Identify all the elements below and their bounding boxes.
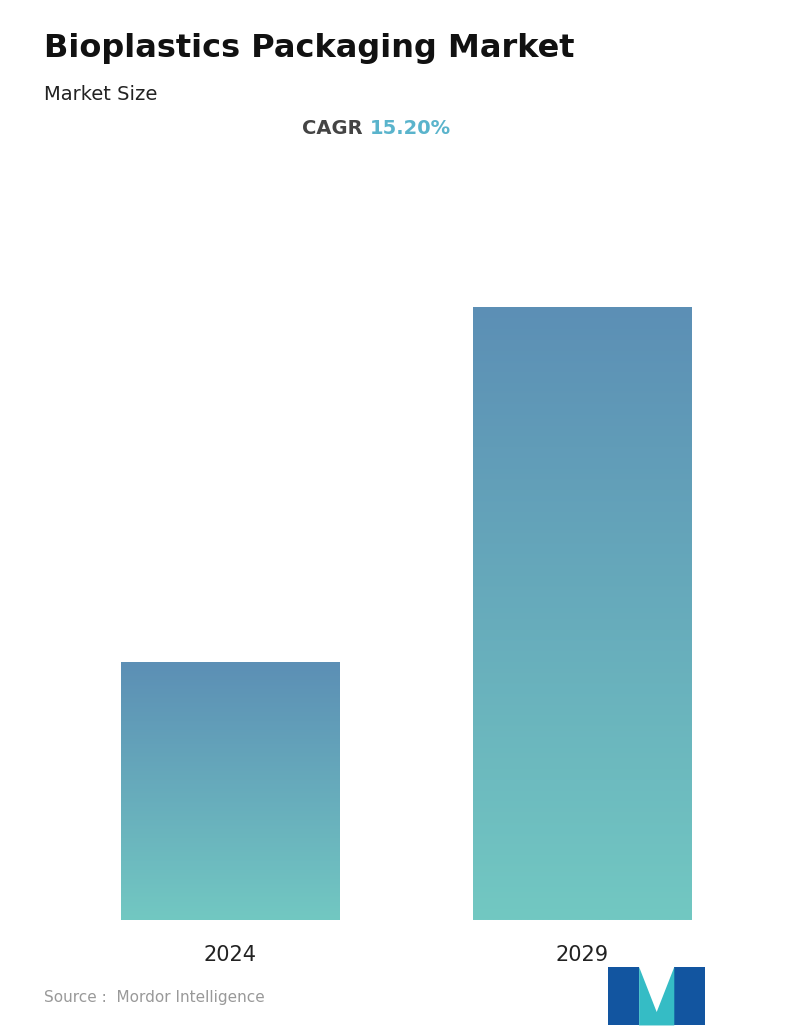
Text: Source :  Mordor Intelligence: Source : Mordor Intelligence [44,990,264,1005]
Polygon shape [608,967,639,1026]
Text: CAGR: CAGR [302,119,362,138]
Text: Bioplastics Packaging Market: Bioplastics Packaging Market [44,33,574,64]
Text: 15.20%: 15.20% [370,119,451,138]
Text: Market Size: Market Size [44,85,157,103]
Polygon shape [639,967,674,1026]
Polygon shape [674,967,705,1026]
